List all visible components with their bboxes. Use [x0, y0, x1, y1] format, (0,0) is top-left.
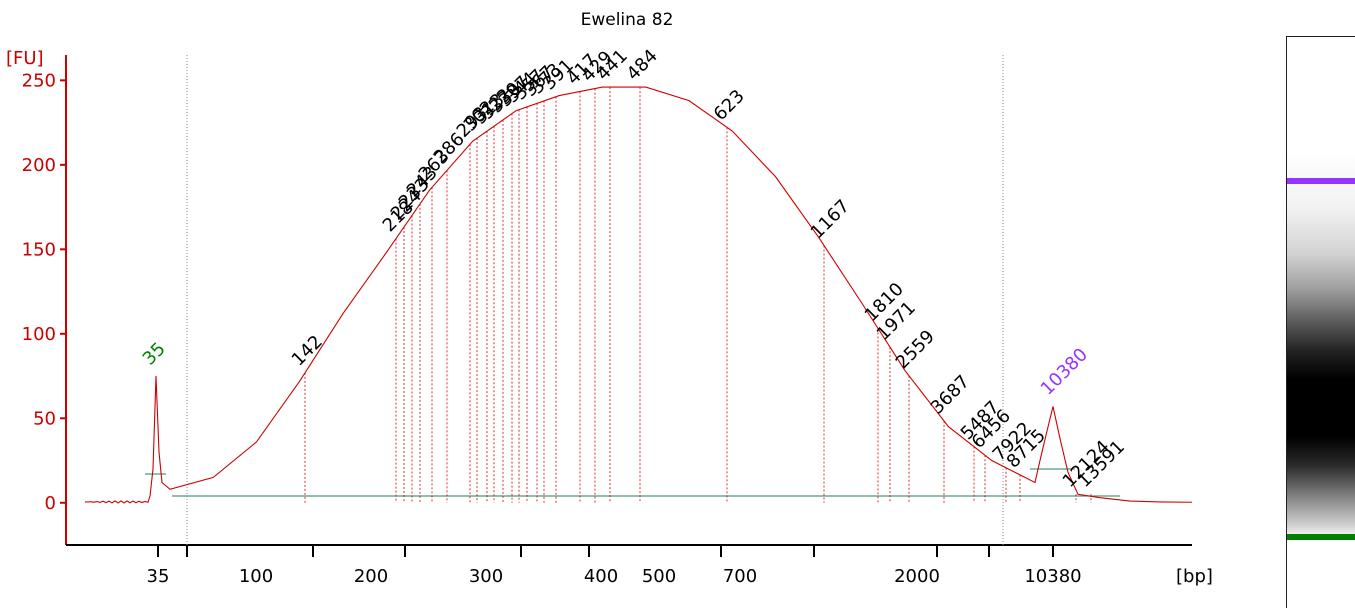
x-tick-label: 500 — [642, 566, 676, 587]
peak-label: 142 — [288, 331, 327, 370]
x-axis-label: [bp] — [1176, 566, 1213, 587]
electropherogram-chart: Ewelina 82 0 50 100 150 200 250 35 100 200 300 400… — [6, 10, 1213, 587]
peak-label: 484 — [623, 45, 662, 84]
x-tick-label: 2000 — [894, 566, 940, 587]
peak-label: 1167 — [807, 196, 854, 243]
upper-marker-label: 10380 — [1037, 344, 1092, 399]
x-tick-label: 10380 — [1024, 566, 1081, 587]
trace — [84, 86, 1193, 504]
chart-title: Ewelina 82 — [581, 10, 674, 30]
x-tick-label: 100 — [239, 566, 273, 587]
y-tick-label: 50 — [33, 408, 56, 429]
y-tick-label: 0 — [45, 493, 56, 514]
x-tick-label: 300 — [469, 566, 503, 587]
x-tick-label: 200 — [354, 566, 388, 587]
x-tick-label: 700 — [723, 566, 757, 587]
lower-marker-label: 35 — [139, 338, 170, 369]
gel-lane-image — [1286, 36, 1355, 608]
y-axis-label: [FU] — [6, 48, 44, 69]
peak-label: 3687 — [927, 371, 974, 418]
axes: 0 50 100 150 200 250 35 100 200 300 400 500 700 2000 1… — [22, 55, 1192, 587]
lower-marker-band — [1287, 534, 1355, 540]
electropherogram-trace — [84, 86, 1193, 504]
y-tick-label: 150 — [22, 239, 56, 260]
upper-marker-band — [1287, 178, 1355, 184]
peak-labels: 1422182242332432632862933023133223303373… — [139, 45, 1129, 503]
y-tick-label: 200 — [22, 155, 56, 176]
x-tick-label: 35 — [147, 566, 170, 587]
y-tick-label: 100 — [22, 324, 56, 345]
x-tick-label: 400 — [584, 566, 618, 587]
y-tick-label: 250 — [22, 70, 56, 91]
